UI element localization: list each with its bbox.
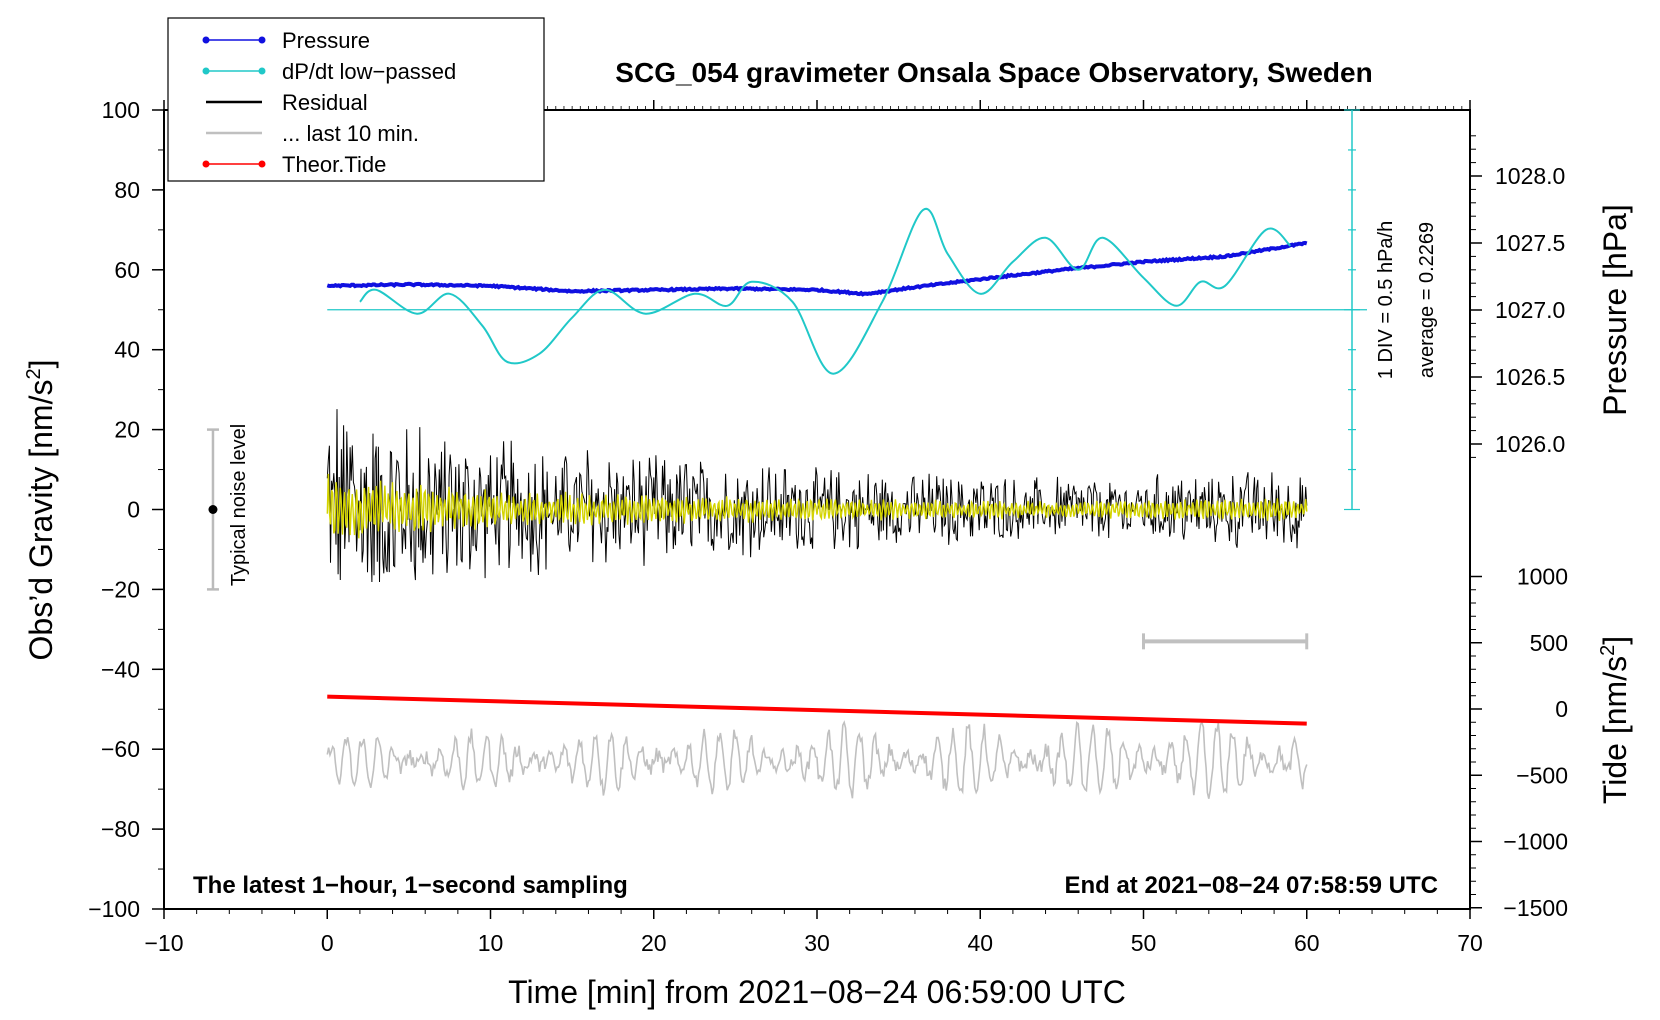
pressure-tick-label: 1028.0 (1495, 163, 1565, 189)
bottom-left-note: The latest 1−hour, 1−second sampling (193, 872, 628, 899)
legend-label: Pressure (282, 28, 370, 53)
dpdt-average-label: average = 0.2269 (1416, 222, 1438, 378)
last-10-min-line (326, 720, 1308, 799)
pressure-tick-label: 1027.5 (1495, 230, 1565, 256)
legend: Pressure dP/dt low−passed Residual ... last… (167, 17, 545, 182)
y-axis-pressure-label: Pressure [hPa] (1597, 204, 1633, 416)
x-tick-label: −10 (144, 930, 183, 956)
noise-level-dot (208, 505, 218, 514)
tide-tick-label: 0 (1555, 696, 1568, 722)
series-layer (206, 109, 1367, 799)
y-axis-tide-label: Tide [nm/s2] (1597, 636, 1633, 804)
y-tick-label: −80 (101, 816, 140, 842)
dpdt-line (359, 207, 1292, 375)
legend-label: Residual (282, 90, 368, 115)
x-tick-label: 30 (804, 930, 830, 956)
tide-label-sup: 2 (1597, 645, 1619, 656)
theoretical-tide-line (327, 694, 1307, 726)
y-tick-label: −40 (101, 656, 140, 682)
y-tick-label: −100 (88, 896, 140, 922)
x-tick-label: 70 (1457, 930, 1483, 956)
y-tick-label: 60 (114, 257, 140, 283)
tide-tick-label: −500 (1516, 762, 1568, 788)
y-left-label-close: ] (23, 360, 59, 369)
y-axis-left-label: Obs’d Gravity [nm/s2] (23, 360, 59, 661)
x-tick-label: 0 (321, 930, 334, 956)
tide-tick-label: 500 (1530, 630, 1568, 656)
legend-label: Theor.Tide (282, 152, 386, 177)
legend-label: ... last 10 min. (282, 121, 419, 146)
legend-marker (258, 160, 266, 168)
x-tick-label: 50 (1131, 930, 1157, 956)
chart-title: SCG_054 gravimeter Onsala Space Observat… (615, 57, 1372, 88)
legend-marker (202, 67, 210, 75)
y-tick-label: −20 (101, 576, 140, 602)
y-tick-label: 0 (127, 497, 140, 523)
legend-marker (258, 36, 266, 44)
pressure-tick-label: 1026.0 (1495, 431, 1565, 457)
x-tick-label: 20 (641, 930, 667, 956)
legend-marker (202, 160, 210, 168)
legend-box (167, 17, 545, 182)
tide-label-text: Tide [nm/s (1597, 656, 1633, 804)
y-left-label-sup: 2 (23, 368, 45, 379)
noise-level-label: Typical noise level (228, 424, 250, 586)
y-left-label-text: Obs’d Gravity [nm/s (23, 380, 59, 661)
x-axis-label: Time [min] from 2021−08−24 06:59:00 UTC (508, 974, 1126, 1010)
x-tick-label: 40 (967, 930, 993, 956)
x-tick-label: 10 (478, 930, 504, 956)
y-tick-label: 100 (102, 97, 140, 123)
axis-ticks: −10 0 10 20 30 40 50 60 70100806040200−20−40−60−… (88, 97, 1568, 956)
tide-label-close: ] (1597, 636, 1633, 645)
pressure-tick-label: 1026.5 (1495, 364, 1565, 390)
x-tick-label: 60 (1294, 930, 1320, 956)
tide-tick-label: −1500 (1503, 895, 1568, 921)
pressure-line (326, 240, 1308, 297)
tide-tick-label: 1000 (1517, 564, 1568, 590)
y-tick-label: 40 (114, 337, 140, 363)
legend-marker (202, 36, 210, 44)
pressure-tick-label: 1027.0 (1495, 297, 1565, 323)
y-tick-label: −60 (101, 736, 140, 762)
residual-filtered-line (326, 473, 1308, 539)
legend-marker (258, 67, 266, 75)
tide-tick-label: −1000 (1503, 829, 1568, 855)
bottom-right-note: End at 2021−08−24 07:58:59 UTC (1064, 872, 1438, 899)
residual-line (326, 409, 1308, 583)
dpdt-scale-label: 1 DIV = 0.5 hPa/h (1375, 221, 1397, 379)
legend-label: dP/dt low−passed (282, 59, 456, 84)
y-tick-label: 80 (114, 177, 140, 203)
y-tick-label: 20 (114, 417, 140, 443)
